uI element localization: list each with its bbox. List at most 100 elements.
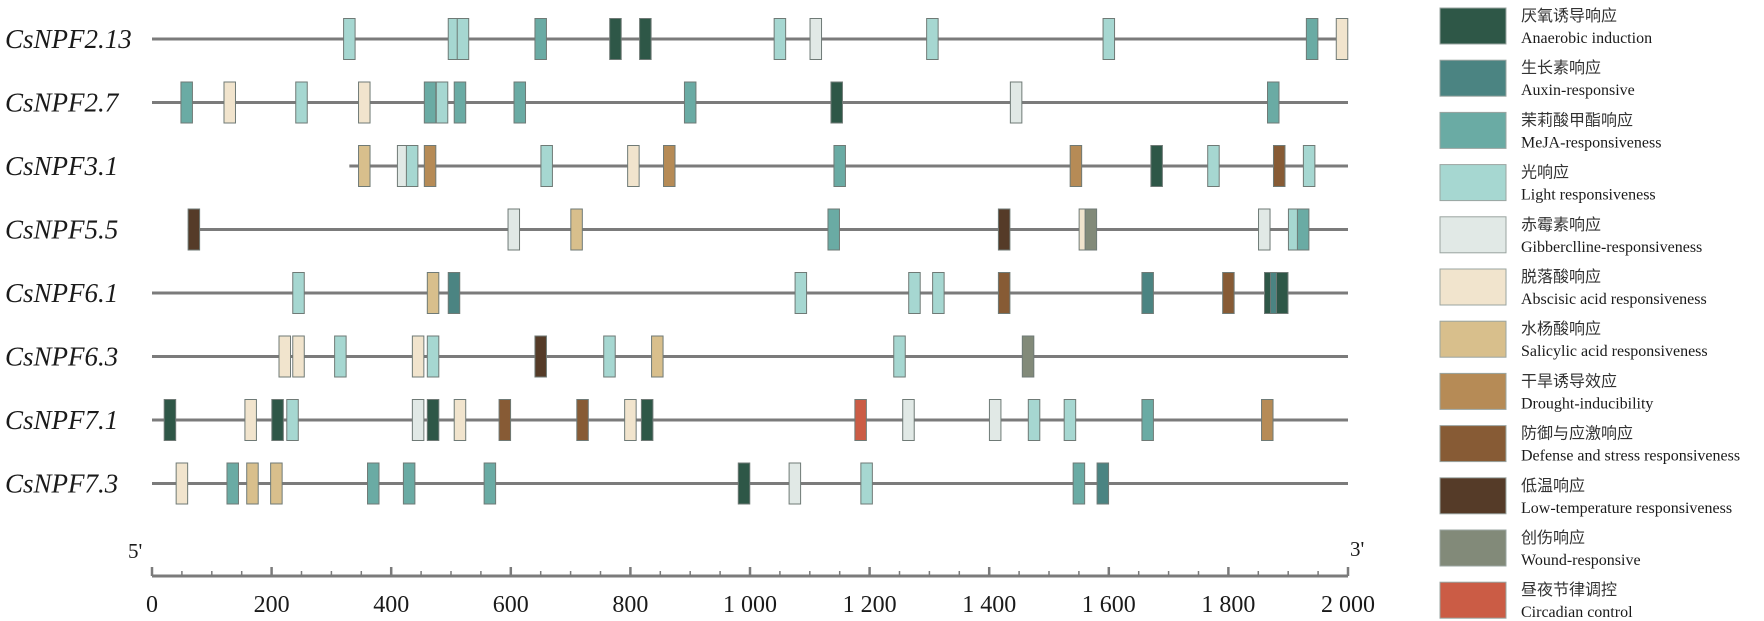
cis-element-anaerobic bbox=[1150, 145, 1163, 187]
legend-item-light: 光响应 Light responsiveness bbox=[1439, 163, 1656, 204]
cis-element-meja bbox=[534, 18, 547, 60]
cis-element-light bbox=[1207, 145, 1220, 187]
legend-item-circadian: 昼夜节律调控 Circadian control bbox=[1439, 580, 1633, 621]
gene-row: CsNPF3.1 bbox=[5, 145, 1348, 187]
tick-label: 1 600 bbox=[1082, 592, 1136, 618]
tick-label: 1 200 bbox=[843, 592, 897, 618]
cis-element-light bbox=[1102, 18, 1116, 60]
legend-label-zh: 厌氧诱导响应 bbox=[1521, 6, 1617, 25]
cis-element-gibberellin bbox=[507, 208, 521, 251]
legend-label-zh: 生长素响应 bbox=[1521, 58, 1601, 77]
legend-item-meja: 茉莉酸甲酯响应 MeJA-responsiveness bbox=[1439, 110, 1661, 151]
gene-label: CsNPF6.1 bbox=[5, 278, 118, 308]
cis-element-light bbox=[908, 272, 921, 314]
legend-swatch bbox=[1439, 111, 1507, 149]
cis-element-light bbox=[295, 81, 308, 124]
cis-element-meja bbox=[1305, 18, 1319, 60]
cis-element-gibberellin bbox=[809, 18, 823, 60]
cis-element-meja bbox=[402, 462, 416, 505]
gene-label: CsNPF6.3 bbox=[5, 342, 118, 372]
legend-label-zh: 昼夜节律调控 bbox=[1521, 580, 1617, 599]
cis-element-meja bbox=[180, 81, 193, 124]
cis-element-salicylic bbox=[246, 462, 259, 505]
legend-label-en: Salicylic acid responsiveness bbox=[1521, 343, 1708, 360]
cis-element-wound bbox=[1084, 208, 1098, 251]
legend-label-en: Abscisic acid responsiveness bbox=[1521, 291, 1707, 308]
legend-label-zh: 创伤响应 bbox=[1521, 528, 1585, 547]
cis-element-gibberellin bbox=[411, 399, 425, 441]
cis-element-drought bbox=[1069, 145, 1083, 187]
cis-element-salicylic bbox=[426, 272, 440, 314]
legend-item-wound: 创伤响应 Wound-responsive bbox=[1439, 528, 1641, 569]
legend-label-en: Anaerobic induction bbox=[1521, 30, 1652, 47]
cis-element-light bbox=[405, 145, 419, 187]
cis-element-light bbox=[1302, 145, 1316, 187]
legend-label-zh: 低温响应 bbox=[1521, 476, 1585, 495]
cis-element-auxin bbox=[1096, 462, 1110, 505]
legend-label-en: Drought-inducibility bbox=[1521, 395, 1653, 412]
tick-label: 600 bbox=[493, 592, 529, 618]
cis-element-defense bbox=[997, 272, 1011, 314]
gene-label: CsNPF7.1 bbox=[5, 405, 118, 435]
cis-element-anaerobic bbox=[639, 18, 652, 60]
legend-swatch bbox=[1439, 7, 1507, 45]
cis-element-defense bbox=[576, 399, 589, 441]
legend-swatch bbox=[1439, 59, 1507, 97]
tick-label: 1 400 bbox=[962, 592, 1016, 618]
gene-row: CsNPF6.1 bbox=[5, 272, 1348, 314]
legend: 厌氧诱导响应 Anaerobic induction 生长素响应 Auxin-resp… bbox=[1439, 6, 1740, 621]
cis-element-auxin bbox=[447, 272, 461, 314]
cis-element-gibberellin bbox=[1258, 208, 1271, 251]
tick-label: 2 000 bbox=[1321, 592, 1375, 618]
gene-label: CsNPF2.13 bbox=[5, 24, 132, 54]
cis-element-gibberellin bbox=[788, 462, 802, 505]
five-prime-label: 5' bbox=[128, 539, 142, 563]
legend-label-zh: 茉莉酸甲酯响应 bbox=[1521, 110, 1633, 129]
cis-element-light bbox=[893, 335, 906, 378]
tick-label: 400 bbox=[373, 592, 409, 618]
gene-row: CsNPF5.5 bbox=[5, 208, 1348, 251]
cis-element-anaerobic bbox=[640, 399, 654, 441]
cis-element-light bbox=[1063, 399, 1077, 441]
cis-element-aba bbox=[244, 399, 257, 441]
gene-label: CsNPF2.7 bbox=[5, 88, 120, 118]
gene-label: CsNPF7.3 bbox=[5, 469, 118, 499]
legend-swatch bbox=[1439, 425, 1507, 463]
cis-element-meja bbox=[1296, 208, 1310, 251]
legend-item-lowtemp: 低温响应 Low-temperature responsiveness bbox=[1439, 476, 1732, 517]
legend-label-zh: 赤霉素响应 bbox=[1521, 215, 1601, 234]
cis-element-anaerobic bbox=[426, 399, 440, 441]
cis-element-aba bbox=[292, 335, 305, 378]
cis-element-anaerobic bbox=[609, 18, 622, 60]
legend-item-defense: 防御与应激响应 Defense and stress responsiveness bbox=[1439, 424, 1740, 465]
cis-element-light bbox=[292, 272, 305, 314]
gene-row: CsNPF2.13 bbox=[5, 18, 1349, 60]
cis-element-meja bbox=[683, 81, 697, 124]
gene-tracks: CsNPF2.13 CsNPF2.7 CsNPF3.1 CsNPF5.5 CsNPF6.… bbox=[5, 18, 1349, 505]
cis-element-salicylic bbox=[270, 462, 283, 505]
legend-swatch bbox=[1439, 320, 1507, 358]
cis-element-light bbox=[456, 18, 470, 60]
legend-swatch bbox=[1439, 268, 1507, 306]
legend-label-en: Defense and stress responsiveness bbox=[1521, 448, 1740, 465]
cis-element-salicylic bbox=[651, 335, 664, 378]
legend-label-en: Gibberclline-responsiveness bbox=[1521, 239, 1702, 256]
cis-element-light bbox=[926, 18, 939, 60]
cis-element-light bbox=[1027, 399, 1041, 441]
cis-element-light bbox=[773, 18, 787, 60]
cis-element-aba bbox=[624, 399, 637, 441]
legend-label-en: Light responsiveness bbox=[1521, 187, 1656, 204]
gene-row: CsNPF6.3 bbox=[5, 335, 1348, 378]
cis-element-light bbox=[540, 145, 553, 187]
cis-element-anaerobic bbox=[271, 399, 284, 441]
three-prime-label: 3' bbox=[1350, 537, 1364, 561]
cis-element-meja bbox=[833, 145, 846, 187]
legend-item-anaerobic: 厌氧诱导响应 Anaerobic induction bbox=[1439, 6, 1652, 47]
cis-element-salicylic bbox=[570, 208, 583, 251]
tick-label: 200 bbox=[254, 592, 290, 618]
gene-label: CsNPF5.5 bbox=[5, 215, 118, 245]
legend-label-zh: 干旱诱导效应 bbox=[1521, 371, 1617, 390]
cis-element-meja bbox=[226, 462, 239, 505]
legend-swatch bbox=[1439, 529, 1507, 567]
